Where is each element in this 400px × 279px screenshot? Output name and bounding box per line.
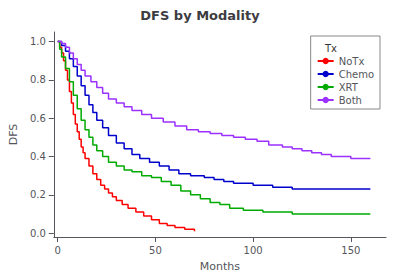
svg-text:0.0: 0.0 bbox=[30, 228, 46, 239]
svg-text:0.4: 0.4 bbox=[30, 151, 46, 162]
svg-text:Tx: Tx bbox=[324, 43, 337, 54]
svg-text:NoTx: NoTx bbox=[339, 56, 365, 67]
svg-text:150: 150 bbox=[341, 245, 360, 256]
svg-text:Both: Both bbox=[339, 95, 362, 106]
svg-text:Months: Months bbox=[200, 260, 240, 273]
svg-text:0.8: 0.8 bbox=[30, 74, 46, 85]
svg-text:DFS by Modality: DFS by Modality bbox=[140, 8, 260, 23]
svg-text:DFS: DFS bbox=[7, 124, 20, 146]
svg-text:0.6: 0.6 bbox=[30, 113, 46, 124]
svg-text:0.2: 0.2 bbox=[30, 189, 46, 200]
svg-text:100: 100 bbox=[244, 245, 263, 256]
svg-text:50: 50 bbox=[149, 245, 162, 256]
svg-text:1.0: 1.0 bbox=[30, 36, 46, 47]
svg-text:XRT: XRT bbox=[339, 82, 359, 93]
svg-text:Chemo: Chemo bbox=[339, 69, 374, 80]
svg-text:0: 0 bbox=[55, 245, 61, 256]
